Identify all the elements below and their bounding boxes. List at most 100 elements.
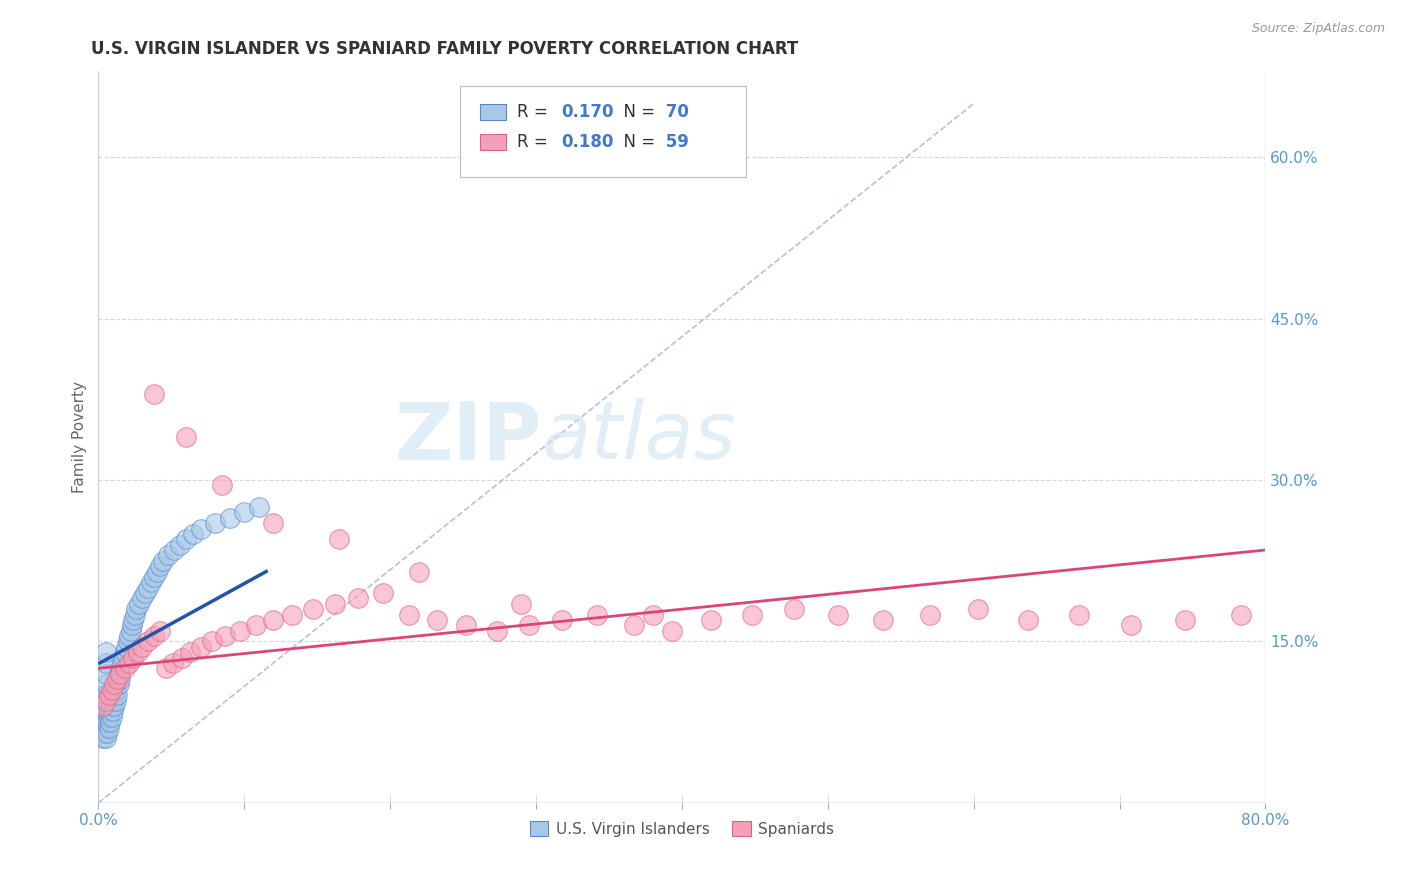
- Point: [426, 613, 449, 627]
- Point: [115, 640, 138, 654]
- Point: [218, 510, 240, 524]
- Text: R =: R =: [517, 133, 554, 152]
- Point: [105, 688, 128, 702]
- Point: [111, 656, 134, 670]
- Y-axis label: Family Poverty: Family Poverty: [72, 381, 87, 493]
- Point: [127, 645, 149, 659]
- Point: [108, 666, 131, 681]
- Point: [783, 602, 806, 616]
- Point: [103, 688, 125, 702]
- Point: [125, 602, 148, 616]
- Point: [149, 559, 172, 574]
- Point: [454, 618, 477, 632]
- Point: [122, 613, 145, 627]
- Point: [112, 650, 135, 665]
- Point: [124, 607, 146, 622]
- Point: [149, 624, 172, 638]
- Bar: [479, 103, 506, 120]
- Point: [97, 698, 120, 713]
- Point: [162, 656, 184, 670]
- Point: [110, 661, 132, 675]
- Point: [117, 634, 139, 648]
- Text: 0.180: 0.180: [562, 133, 614, 152]
- Point: [96, 726, 118, 740]
- Text: 0.170: 0.170: [562, 103, 614, 120]
- Point: [91, 698, 114, 713]
- Point: [214, 629, 236, 643]
- Point: [190, 521, 212, 535]
- Point: [152, 554, 174, 568]
- Point: [190, 640, 212, 654]
- Point: [103, 698, 125, 713]
- Text: R =: R =: [517, 103, 554, 120]
- Point: [134, 586, 156, 600]
- Point: [827, 607, 849, 622]
- Point: [91, 715, 114, 730]
- Point: [94, 710, 117, 724]
- Point: [91, 705, 114, 719]
- Point: [94, 688, 117, 702]
- Point: [98, 705, 121, 719]
- Point: [94, 645, 117, 659]
- Point: [96, 705, 118, 719]
- Text: N =: N =: [613, 103, 655, 120]
- Point: [323, 597, 346, 611]
- Point: [128, 597, 150, 611]
- Text: 59: 59: [659, 133, 689, 152]
- Point: [93, 726, 115, 740]
- Point: [110, 666, 132, 681]
- Point: [104, 693, 127, 707]
- Point: [700, 613, 723, 627]
- Point: [94, 731, 117, 746]
- Bar: [479, 135, 506, 151]
- Point: [91, 698, 114, 713]
- Point: [1174, 613, 1197, 627]
- Legend: U.S. Virgin Islanders, Spaniards: U.S. Virgin Islanders, Spaniards: [523, 814, 841, 843]
- Point: [122, 650, 145, 665]
- Point: [142, 570, 165, 584]
- Point: [181, 527, 204, 541]
- Point: [517, 618, 540, 632]
- Point: [104, 682, 127, 697]
- Point: [641, 607, 664, 622]
- Point: [131, 591, 153, 606]
- Point: [245, 618, 267, 632]
- Point: [100, 710, 122, 724]
- Point: [96, 715, 118, 730]
- Point: [1067, 607, 1090, 622]
- Point: [108, 677, 131, 691]
- Point: [169, 538, 191, 552]
- Point: [97, 688, 120, 702]
- Point: [201, 634, 224, 648]
- Point: [872, 613, 894, 627]
- Point: [94, 698, 117, 713]
- Point: [94, 677, 117, 691]
- Point: [281, 607, 304, 622]
- Point: [93, 693, 115, 707]
- Point: [118, 629, 141, 643]
- Point: [146, 565, 169, 579]
- Point: [131, 640, 153, 654]
- Point: [136, 634, 159, 648]
- Point: [157, 549, 180, 563]
- Point: [110, 672, 132, 686]
- Point: [97, 710, 120, 724]
- Point: [91, 731, 114, 746]
- Point: [136, 581, 159, 595]
- Point: [918, 607, 941, 622]
- Point: [105, 672, 128, 686]
- Point: [96, 693, 118, 707]
- Point: [1121, 618, 1143, 632]
- Text: Source: ZipAtlas.com: Source: ZipAtlas.com: [1251, 22, 1385, 36]
- Text: atlas: atlas: [541, 398, 737, 476]
- Point: [101, 693, 124, 707]
- Point: [114, 645, 136, 659]
- Point: [101, 705, 124, 719]
- Point: [94, 721, 117, 735]
- Point: [94, 656, 117, 670]
- Point: [398, 607, 420, 622]
- Point: [139, 575, 162, 590]
- Point: [174, 430, 197, 444]
- Point: [247, 500, 270, 514]
- Point: [408, 565, 430, 579]
